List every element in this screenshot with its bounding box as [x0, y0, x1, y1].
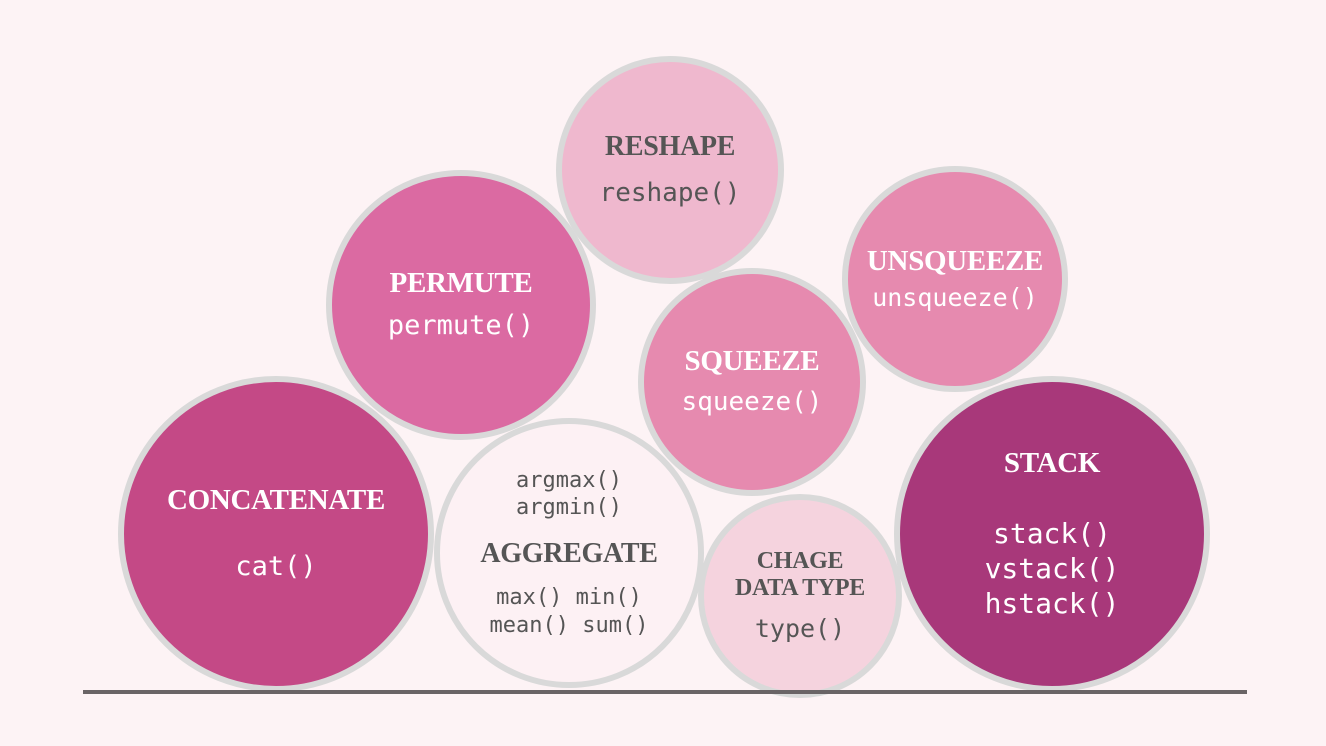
- stack-bubble: STACK stack() vstack() hstack(): [894, 376, 1210, 692]
- concatenate-code: cat(): [235, 550, 317, 582]
- aggregate-bubble: argmax() argmin() AGGREGATE max() min() …: [434, 418, 704, 688]
- concatenate-title: CONCATENATE: [167, 484, 385, 517]
- change-data-type-code: type(): [754, 613, 846, 643]
- concatenate-bubble: CONCATENATE cat(): [118, 376, 434, 692]
- stack-code-vstack: vstack(): [984, 552, 1120, 586]
- permute-title: PERMUTE: [389, 267, 533, 300]
- change-data-type-bubble: CHAGE DATA TYPE type(): [698, 494, 902, 698]
- aggregate-max-min: max() min(): [496, 585, 642, 611]
- reshape-code: reshape(): [599, 177, 741, 208]
- stack-code-hstack: hstack(): [984, 587, 1120, 621]
- unsqueeze-bubble: UNSQUEEZE unsqueeze(): [842, 166, 1068, 392]
- permute-code: permute(): [387, 309, 535, 341]
- squeeze-code: squeeze(): [681, 387, 823, 418]
- stack-code-stack: stack(): [992, 517, 1111, 551]
- unsqueeze-code: unsqueeze(): [872, 283, 1038, 313]
- aggregate-argmin: argmin(): [516, 495, 622, 521]
- baseline-divider: [83, 690, 1247, 694]
- change-data-type-title-line-2: DATA TYPE: [735, 575, 865, 602]
- aggregate-title: AGGREGATE: [480, 537, 658, 569]
- change-data-type-title-line-1: CHAGE: [756, 547, 844, 574]
- permute-bubble: PERMUTE permute(): [326, 170, 596, 440]
- reshape-bubble: RESHAPE reshape(): [556, 56, 784, 284]
- aggregate-mean-sum: mean() sum(): [489, 612, 649, 638]
- squeeze-bubble: SQUEEZE squeeze(): [638, 268, 866, 496]
- unsqueeze-title: UNSQUEEZE: [866, 244, 1044, 277]
- aggregate-argmax: argmax(): [516, 467, 622, 493]
- stack-title: STACK: [1003, 446, 1101, 479]
- squeeze-title: SQUEEZE: [684, 345, 820, 378]
- reshape-title: RESHAPE: [604, 130, 736, 162]
